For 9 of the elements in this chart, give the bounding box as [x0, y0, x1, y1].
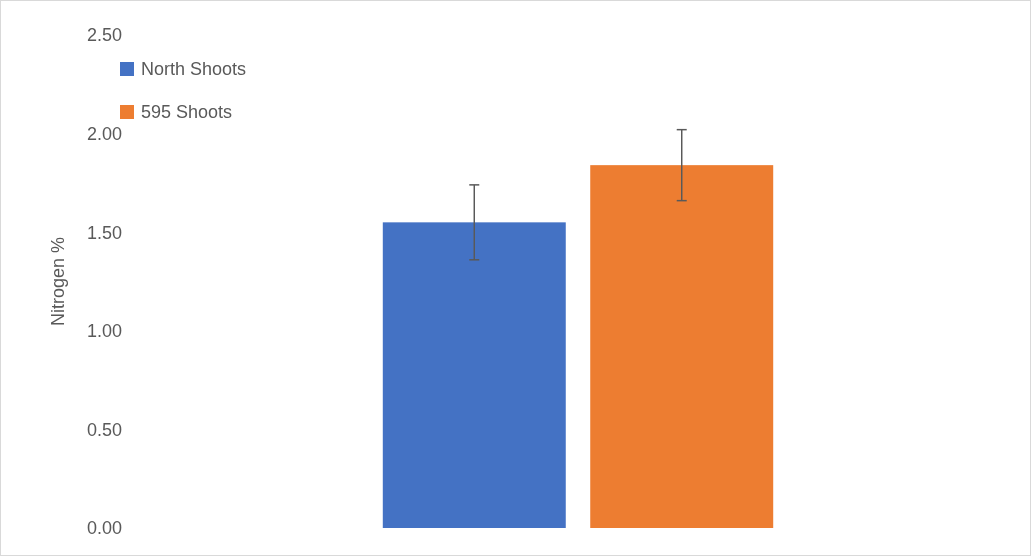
y-tick-label: 1.00	[86, 321, 122, 342]
y-tick-label: 2.50	[86, 25, 122, 46]
y-tick-label: 0.00	[86, 518, 122, 539]
legend-label: 595 Shoots	[141, 102, 233, 123]
y-tick-label: 0.50	[86, 419, 122, 440]
y-axis-title: Nitrogen %	[48, 236, 68, 327]
legend-label: North Shoots	[141, 59, 247, 80]
y-tick-label: 1.50	[86, 222, 122, 243]
y-tick-label: 2.00	[86, 123, 122, 144]
